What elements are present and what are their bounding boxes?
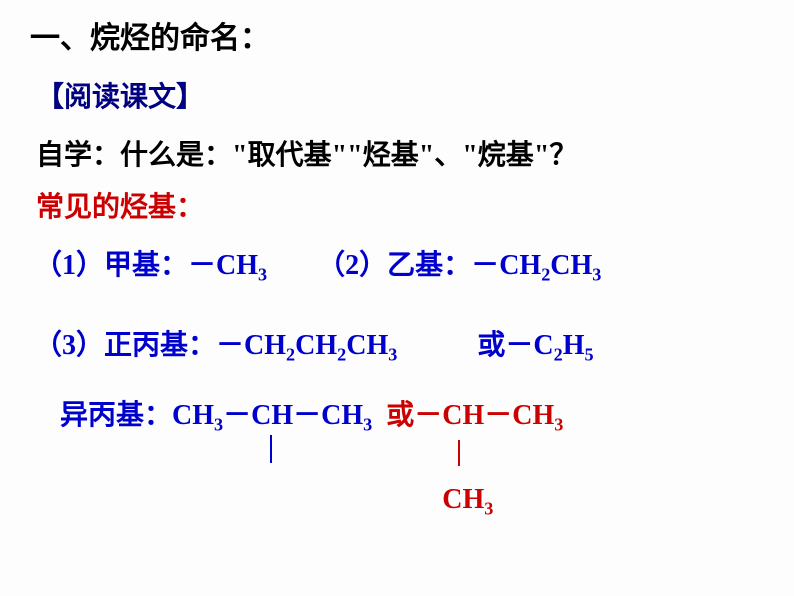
- iso-or: 或: [386, 400, 414, 431]
- iso-ld1: －: [223, 400, 251, 431]
- item3-p2: CH: [295, 330, 337, 361]
- item3-num: （3）: [34, 330, 104, 361]
- selfstudy-prefix: 自学：什么是: [36, 140, 204, 171]
- item3-s3: 3: [388, 345, 397, 365]
- item3-s2: 2: [337, 345, 346, 365]
- item1-formula: CH: [216, 250, 258, 281]
- item-2-ethyl: （2）乙基：－CH2CH3: [317, 245, 601, 287]
- colon: ：: [204, 140, 232, 171]
- item1-name: 甲基：: [104, 250, 188, 281]
- item2-dash: －: [471, 250, 499, 281]
- iso-struct-blue: CH3－CH－CH3: [172, 395, 372, 463]
- iso-red-bond-wrap: [458, 440, 460, 472]
- iso-rbs: 3: [484, 499, 493, 519]
- term-3: 烷基: [478, 140, 534, 171]
- iso-l1: CH: [172, 400, 214, 431]
- slide-content: 一、烷烃的命名： 【阅读课文】 自学：什么是："取代基""烃基"、"烷基"？ 常…: [0, 0, 794, 541]
- item-isopropyl: 异丙基：CH3－CH－CH3 或－CH－CH3CH3: [60, 395, 563, 521]
- quote-close-1: "": [332, 140, 363, 171]
- item-3-npropyl: （3）正丙基：－CH2CH2CH3: [34, 325, 397, 367]
- term-1: 取代基: [248, 140, 332, 171]
- item3-p3: CH: [346, 330, 388, 361]
- quote-open-1: ": [232, 140, 248, 171]
- item2-num: （2）: [317, 250, 387, 281]
- quote-close-3: "？: [534, 140, 578, 171]
- iso-rd2: －: [484, 400, 512, 431]
- item2-alts2: 5: [584, 345, 593, 365]
- item2-alt2: H: [563, 330, 585, 361]
- item2-alts1: 2: [554, 345, 563, 365]
- term-2: 烃基: [363, 140, 419, 171]
- common-groups-label: 常见的烃基：: [36, 187, 764, 229]
- item2-p1: CH: [499, 250, 541, 281]
- item1-dash: －: [188, 250, 216, 281]
- iso-ls3: 3: [363, 415, 372, 435]
- selfstudy-line: 自学：什么是："取代基""烃基"、"烷基"？: [36, 135, 764, 177]
- item3-dash: －: [216, 330, 244, 361]
- iso-rb-wrap: CH3: [442, 479, 493, 521]
- item2-or: 或: [477, 330, 505, 361]
- item2-s2: 3: [592, 265, 601, 285]
- iso-l3: CH: [321, 400, 363, 431]
- item2-altdash: －: [505, 330, 533, 361]
- iso-rb: CH: [442, 484, 484, 515]
- iso-r2: CH: [512, 400, 554, 431]
- item3-name: 正丙基：: [104, 330, 216, 361]
- item-2-alt: 或－C2H5: [477, 325, 593, 367]
- iso-name: 异丙基：: [60, 400, 172, 431]
- item1-sub: 3: [258, 265, 267, 285]
- iso-blue-bond: [270, 435, 372, 463]
- item2-p2: CH: [550, 250, 592, 281]
- item2-s1: 2: [541, 265, 550, 285]
- heading-title: 一、烷烃的命名：: [30, 16, 764, 61]
- iso-ld2: －: [293, 400, 321, 431]
- iso-r1: CH: [442, 400, 484, 431]
- item1-num: （1）: [34, 250, 104, 281]
- item-1-methyl: （1）甲基：－CH3: [34, 245, 267, 287]
- iso-red-bond: [458, 440, 460, 466]
- item3-s1: 2: [286, 345, 295, 365]
- quote-close-2: "、": [419, 140, 478, 171]
- iso-rd1: －: [414, 400, 442, 431]
- iso-ls1: 3: [214, 415, 223, 435]
- item2-name: 乙基：: [387, 250, 471, 281]
- iso-rs2: 3: [554, 415, 563, 435]
- iso-l2: CH: [251, 400, 293, 431]
- item2-alt: C: [533, 330, 553, 361]
- iso-struct-red: －CH－CH3CH3: [414, 395, 563, 521]
- reading-label: 【阅读课文】: [36, 77, 764, 119]
- item3-p1: CH: [244, 330, 286, 361]
